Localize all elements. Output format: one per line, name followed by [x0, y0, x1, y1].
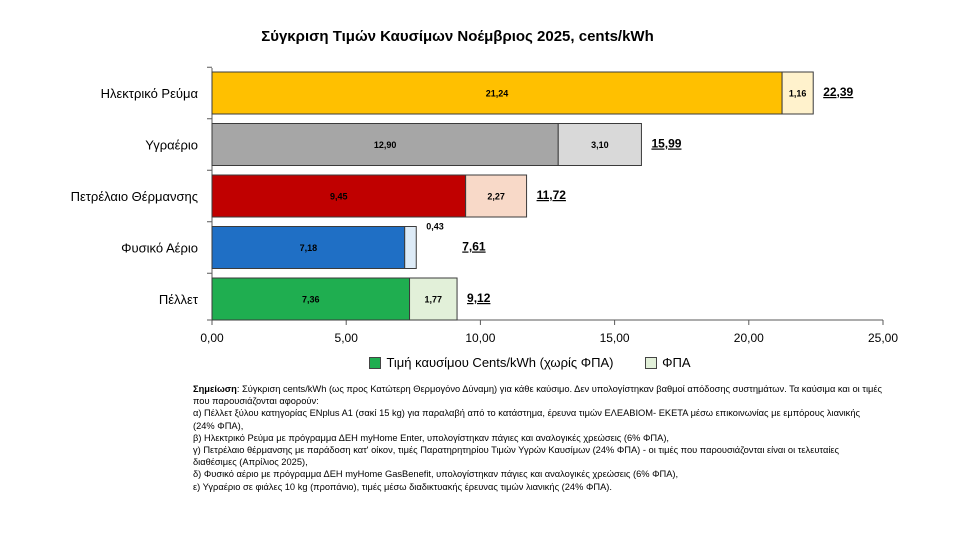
bar-fuel-price — [211, 226, 406, 269]
legend-swatch-fuel-price — [369, 356, 382, 369]
bar-vat — [781, 71, 814, 115]
bar-vat — [557, 123, 642, 166]
bar-vat — [409, 277, 458, 321]
data-label-total: 11,72 — [537, 188, 567, 202]
bar-vat — [465, 174, 528, 218]
x-tick-label: 20,00 — [734, 331, 764, 345]
x-tick-label: 10,00 — [465, 331, 495, 345]
category-label: Υγραέριο — [145, 138, 198, 153]
note-item-a: α) Πέλλετ ξύλου κατηγορίας ENplus A1 (σα… — [193, 408, 860, 431]
data-label-fuel-price: 7,36 — [302, 295, 320, 305]
note-item-e: ε) Υγραέριο σε φιάλες 10 kg (προπάνιο), … — [193, 481, 612, 492]
x-tick-label: 15,00 — [600, 331, 630, 345]
legend-label-vat: ΦΠΑ — [662, 355, 691, 370]
chart-legend: Τιμή καυσίμου Cents/kWh (χωρίς ΦΠΑ) ΦΠΑ — [0, 355, 964, 372]
legend-label-fuel-price: Τιμή καυσίμου Cents/kWh (χωρίς ΦΠΑ) — [386, 355, 614, 370]
legend-item-vat: ΦΠΑ — [645, 355, 691, 370]
x-tick-label: 25,00 — [868, 331, 898, 345]
category-label: Πέλλετ — [159, 292, 199, 307]
data-label-vat: 1,16 — [789, 89, 807, 99]
note-item-c: γ) Πετρέλαιο θέρμανσης με παράδοση κατ' … — [193, 445, 840, 468]
data-label-vat: 1,77 — [425, 295, 443, 305]
bar-vat — [404, 226, 417, 269]
category-label: Ηλεκτρικό Ρεύμα — [101, 86, 199, 101]
x-tick-label: 0,00 — [200, 331, 224, 345]
data-label-vat: 2,27 — [487, 192, 505, 202]
data-label-total: 7,61 — [462, 240, 486, 254]
data-label-total: 15,99 — [651, 137, 681, 151]
data-label-total: 9,12 — [467, 291, 491, 305]
bar-fuel-price — [211, 71, 783, 115]
legend-item-fuel-price: Τιμή καυσίμου Cents/kWh (χωρίς ΦΠΑ) — [369, 355, 614, 370]
x-tick-label: 5,00 — [335, 331, 359, 345]
category-label: Φυσικό Αέριο — [121, 241, 198, 256]
note-item-b: β) Ηλεκτρικό Ρεύμα με πρόγραμμα ΔΕΗ myHo… — [193, 432, 669, 443]
data-label-vat: 0,43 — [426, 222, 444, 232]
category-label: Πετρέλαιο Θέρμανσης — [71, 189, 198, 204]
data-label-fuel-price: 12,90 — [374, 140, 397, 150]
note-lead: Σημείωση — [193, 384, 237, 394]
legend-swatch-vat — [645, 356, 658, 369]
bar-fuel-price — [211, 123, 559, 166]
bar-fuel-price — [211, 277, 411, 321]
data-label-vat: 3,10 — [591, 140, 609, 150]
note-item-d: δ) Φυσικό αέριο με πρόγραμμα ΔΕΗ myHome … — [193, 469, 679, 480]
data-label-fuel-price: 21,24 — [486, 89, 509, 99]
stacked-bar-chart: 0,00 5,00 10,00 15,00 20,00 25,00 Ηλεκτρικό Ρε… — [71, 66, 898, 345]
chart-note: Σημείωση: Σύγκριση cents/kWh (ως προς Κα… — [193, 383, 883, 493]
note-intro: Σημείωση: Σύγκριση cents/kWh (ως προς Κα… — [193, 383, 883, 407]
chart-title: Σύγκριση Τιμών Καυσίμων Νοέμβριος 2025, … — [261, 28, 654, 45]
data-label-total: 22,39 — [823, 85, 853, 99]
data-label-fuel-price: 9,45 — [330, 192, 348, 202]
note-intro-text: : Σύγκριση cents/kWh (ως προς Κατώτερη Θ… — [193, 384, 882, 407]
data-label-fuel-price: 7,18 — [300, 243, 318, 253]
